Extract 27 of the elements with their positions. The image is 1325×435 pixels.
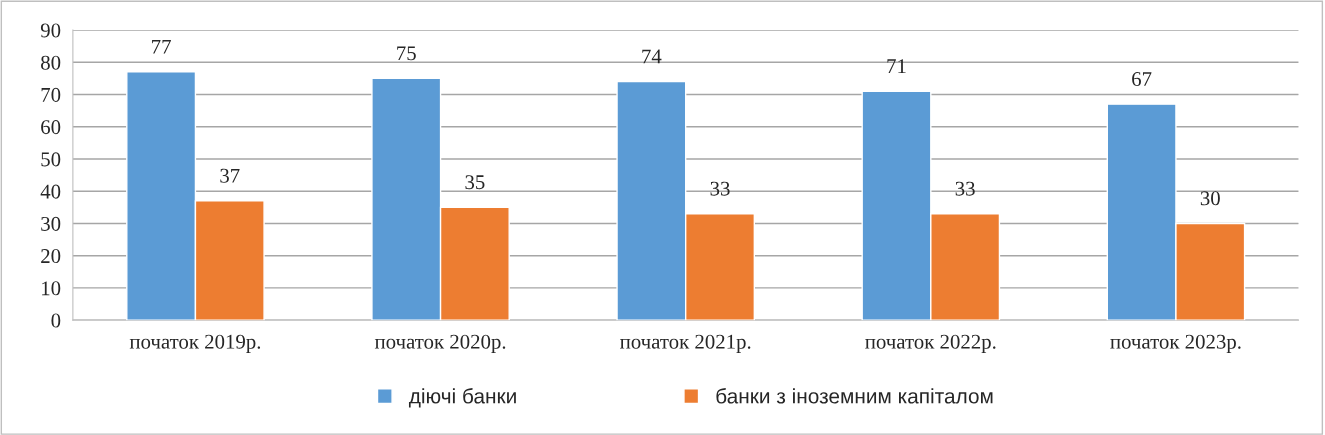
- y-tick-label: 20: [41, 249, 61, 264]
- data-label: 30: [1200, 191, 1220, 206]
- x-tick-label: початок 2023р.: [1110, 334, 1241, 353]
- data-label: 37: [220, 168, 240, 183]
- data-label: 77: [152, 39, 171, 54]
- y-tick-label: 0: [51, 313, 61, 328]
- data-label: 74: [642, 49, 662, 64]
- data-label: 33: [955, 181, 975, 196]
- x-tick-label: початок 2019р.: [129, 334, 261, 353]
- y-tick-label: 10: [42, 281, 61, 296]
- y-tick-label: 40: [40, 184, 61, 199]
- x-tick-label: початок 2020р.: [374, 334, 506, 353]
- data-label: 71: [887, 59, 906, 73]
- data-label: 67: [1132, 72, 1152, 87]
- x-tick-label: початок 2021р.: [620, 334, 751, 353]
- data-label: 33: [710, 181, 730, 196]
- y-tick-label: 30: [41, 216, 61, 231]
- x-tick-label: початок 2022р.: [865, 334, 996, 353]
- y-tick-label: 90: [40, 23, 61, 38]
- y-tick-label: 80: [41, 55, 61, 70]
- data-label: 75: [397, 46, 416, 61]
- y-tick-label: 50: [41, 152, 61, 167]
- y-tick-label: 70: [41, 87, 61, 102]
- legend-label: банки з іноземним капіталом: [716, 388, 993, 404]
- legend-label: діючі банки: [408, 388, 516, 408]
- data-label: 35: [465, 175, 485, 190]
- y-tick-label: 60: [41, 120, 61, 135]
